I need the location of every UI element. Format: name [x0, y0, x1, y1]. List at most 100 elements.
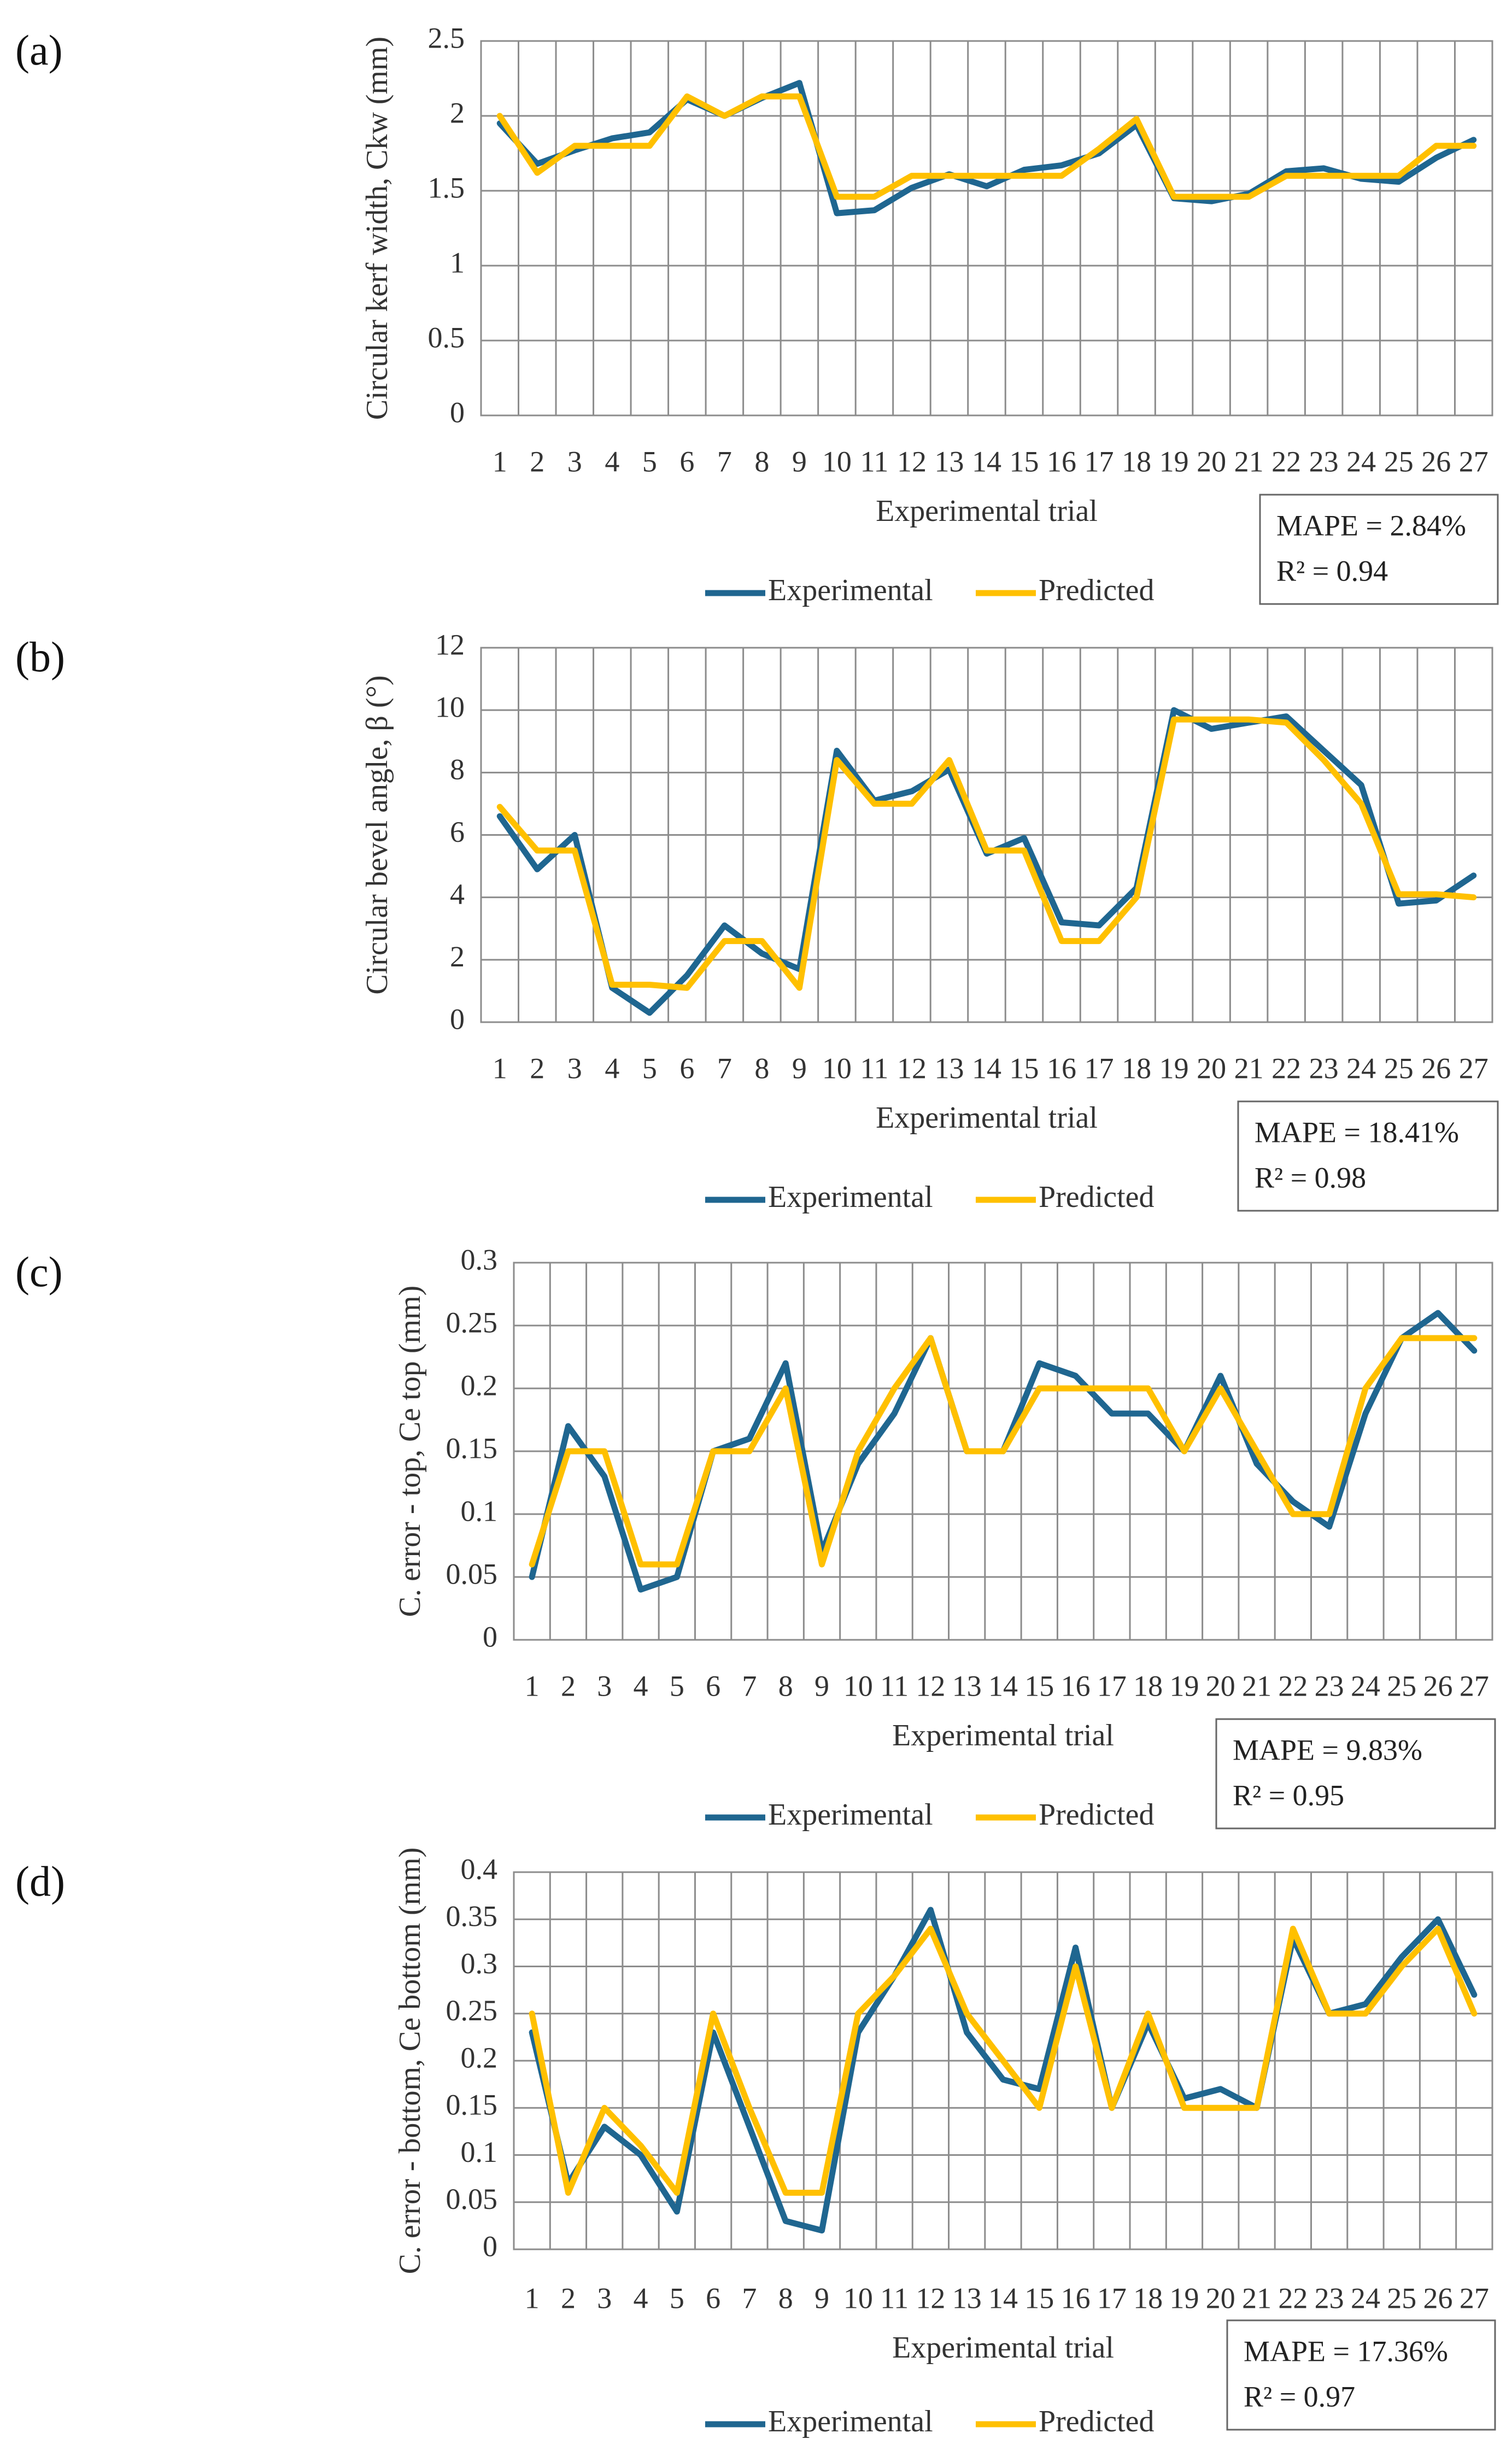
chart-panel-c: (c)00.050.10.150.20.250.31 2 3 4 5 6 7 8 9 10 11 12… [15, 1243, 1496, 1832]
stats-box: MAPE = 2.84% R² = 0.94 [1259, 494, 1499, 605]
x-tick-label: 10 [822, 1052, 852, 1084]
series-line-predicted [529, 1926, 1478, 2196]
legend-label-experimental: Experimental [768, 573, 933, 607]
x-tick-label: 23 [1309, 445, 1339, 478]
y-tick-label: 0 [483, 1620, 497, 1653]
x-axis-title: Experimental trial [892, 2331, 1114, 2365]
stats-box-frame [1259, 494, 1499, 605]
x-tick-label: 21 [1234, 445, 1264, 478]
y-tick-label: 0.05 [446, 2183, 498, 2215]
x-tick-label: 25 [1384, 1052, 1414, 1084]
y-tick-label: 2 [450, 96, 465, 129]
x-tick-label: 26 [1423, 1669, 1453, 1702]
x-tick-label: 20 [1197, 445, 1226, 478]
y-tick-label: 1.5 [428, 171, 465, 204]
x-tick-label: 18 [1122, 445, 1151, 478]
x-tick-label: 17 [1085, 1052, 1114, 1084]
x-tick-label: 12 [897, 445, 927, 478]
x-tick-label: 15 [1024, 1669, 1054, 1702]
legend-label-experimental: Experimental [768, 2405, 933, 2438]
stats-mape: MAPE = 9.83% [1233, 1733, 1422, 1766]
x-tick-label: 14 [988, 2282, 1018, 2314]
legend: Experimental Predicted [705, 2405, 1154, 2438]
x-tick-label: 23 [1309, 1052, 1339, 1084]
y-tick-label: 0.4 [461, 1852, 498, 1885]
x-tick-label: 16 [1061, 2282, 1091, 2314]
legend-label-experimental: Experimental [768, 1798, 933, 1832]
chart-panel-a: (a)00.511.522.51 2 3 4 5 6 7 8 9 10 11 12 13 14 15 16 17… [15, 21, 1499, 607]
y-tick-label: 8 [450, 753, 465, 786]
x-tick-label: 5 [642, 445, 657, 478]
x-tick-label: 27 [1459, 1052, 1488, 1084]
stats-mape: MAPE = 18.41% [1255, 1116, 1459, 1148]
x-tick-label: 11 [880, 2282, 909, 2314]
x-tick-label: 19 [1169, 2282, 1199, 2314]
stats-r2: R² = 0.95 [1233, 1779, 1344, 1811]
stats-r2: R² = 0.98 [1255, 1161, 1366, 1194]
x-tick-label: 15 [1010, 1052, 1039, 1084]
y-tick-label: 0.25 [446, 1994, 498, 2027]
x-tick-label: 27 [1459, 445, 1488, 478]
series-line-predicted [496, 716, 1477, 991]
series-line-predicted [529, 1335, 1478, 1568]
x-tick-label: 6 [679, 1052, 694, 1084]
x-tick-label: 27 [1460, 2282, 1489, 2314]
x-tick-label: 22 [1271, 445, 1301, 478]
series-line-experimental [496, 80, 1477, 216]
plot-frame [480, 40, 1493, 417]
legend-label-experimental: Experimental [768, 1180, 933, 1214]
x-tick-label: 25 [1384, 445, 1414, 478]
x-tick-label: 24 [1351, 2282, 1380, 2314]
panel-label: (b) [15, 633, 65, 681]
y-tick-label: 4 [450, 878, 465, 911]
x-tick-label: 16 [1047, 445, 1076, 478]
y-tick-label: 1 [450, 246, 465, 279]
y-tick-label: 0.3 [461, 1947, 498, 1980]
y-tick-label: 0.35 [446, 1900, 498, 1933]
x-axis-title: Experimental trial [876, 1101, 1098, 1135]
series-line-predicted [496, 93, 1477, 200]
y-tick-label: 0.5 [428, 321, 465, 354]
x-tick-label: 3 [567, 445, 582, 478]
x-tick-label: 1 [493, 445, 507, 478]
panel-label: (a) [15, 26, 63, 74]
y-tick-label: 0.05 [446, 1557, 498, 1590]
x-tick-label: 8 [754, 445, 769, 478]
x-tick-label: 8 [754, 1052, 769, 1084]
y-tick-label: 0 [450, 1002, 465, 1035]
y-axis-title: Circular bevel angle, β (°) [360, 675, 394, 994]
x-tick-label: 5 [670, 2282, 684, 2314]
x-tick-label: 3 [597, 2282, 612, 2314]
y-axis-title: Circular kerf width, Ckw (mm) [360, 37, 394, 420]
x-tick-label: 24 [1351, 1669, 1380, 1702]
x-tick-label: 22 [1271, 1052, 1301, 1084]
x-tick-label: 14 [988, 1669, 1018, 1702]
plot-frame [480, 647, 1493, 1023]
x-tick-label: 12 [897, 1052, 927, 1084]
x-tick-label: 13 [952, 1669, 982, 1702]
stats-box-frame [1226, 2319, 1496, 2431]
y-axis-title: C. error - top, Ce top (mm) [393, 1286, 427, 1617]
x-tick-label: 18 [1133, 1669, 1163, 1702]
x-tick-label: 4 [605, 445, 619, 478]
x-tick-label: 11 [860, 445, 888, 478]
x-tick-label: 23 [1315, 1669, 1344, 1702]
x-tick-label: 15 [1024, 2282, 1054, 2314]
stats-mape: MAPE = 2.84% [1276, 509, 1466, 542]
x-tick-label: 8 [778, 1669, 793, 1702]
x-tick-label: 26 [1421, 1052, 1451, 1084]
x-tick-label: 17 [1097, 2282, 1127, 2314]
legend: Experimental Predicted [705, 1798, 1154, 1832]
x-tick-label: 20 [1197, 1052, 1226, 1084]
stats-box: MAPE = 18.41% R² = 0.98 [1237, 1100, 1499, 1212]
x-tick-label: 24 [1346, 445, 1376, 478]
x-tick-label: 18 [1133, 2282, 1163, 2314]
x-tick-label: 17 [1097, 1669, 1127, 1702]
stats-r2: R² = 0.94 [1276, 554, 1388, 587]
y-tick-label: 10 [435, 691, 465, 724]
x-tick-label: 22 [1278, 2282, 1308, 2314]
x-tick-label: 25 [1387, 1669, 1416, 1702]
y-tick-label: 0.3 [461, 1243, 498, 1276]
y-tick-label: 0.2 [461, 1369, 498, 1402]
